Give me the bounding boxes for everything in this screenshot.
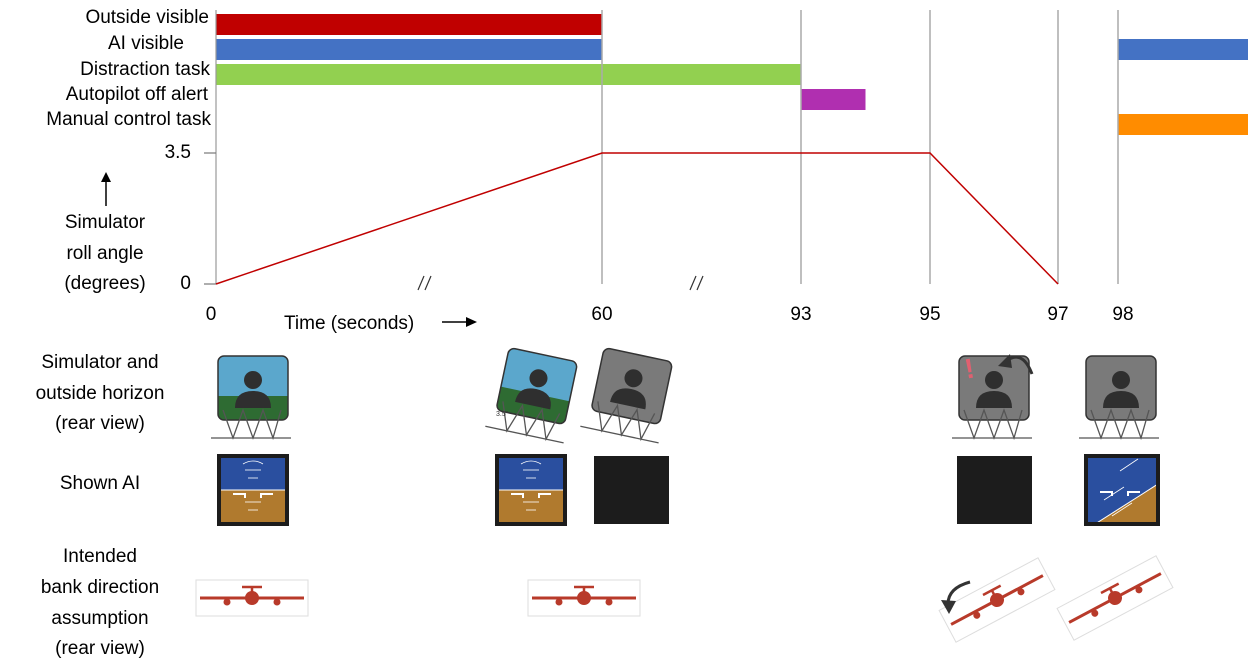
x-tick-label-0: 0 <box>205 304 217 325</box>
bank-label-line-2: bank direction <box>40 577 160 598</box>
simulator-label-line-3: (rear view) <box>55 413 145 434</box>
attitude-indicator-level-2 <box>494 453 568 527</box>
y-axis-label-line-1: Simulator <box>64 212 146 233</box>
plane-level-icon-2 <box>526 578 642 618</box>
y-tick-label-max: 3.5 <box>164 142 191 163</box>
row-label-outside-visible: Outside visible <box>85 7 209 28</box>
y-tick-label-zero: 0 <box>180 273 191 294</box>
timeline-bar-1-1 <box>1118 39 1248 60</box>
simulator-tilted-horizon-icon <box>484 346 579 444</box>
timeline-bar-2-0 <box>216 64 801 85</box>
timeline-bars <box>216 14 1248 135</box>
bank-label-line-1: Intended <box>63 546 137 567</box>
roll-angle-line <box>215 152 1059 285</box>
x-axis-right-arrow <box>442 317 477 327</box>
row-label-ai-visible: AI visible <box>107 33 184 54</box>
bank-label-line-4: (rear view) <box>55 638 145 659</box>
row-label-autopilot-off-alert: Autopilot off alert <box>65 84 208 105</box>
event-lines <box>601 10 1119 284</box>
plane-banked-icon-2 <box>1055 554 1175 642</box>
y-axis-label-line-3: (degrees) <box>64 273 146 294</box>
plane-level-icon-1 <box>194 578 310 618</box>
simulator-label-line-2: outside horizon <box>35 383 165 404</box>
ai-blank-screen-1 <box>594 456 669 524</box>
timeline-bar-3-0 <box>801 89 866 110</box>
x-tick-label-95: 95 <box>919 304 941 325</box>
timeline-bar-4-0 <box>1118 114 1248 135</box>
simulator-level-icon <box>210 355 292 439</box>
clockwise-bank-arrow-icon <box>941 580 971 614</box>
simulator-label-line-1: Simulator and <box>41 352 159 373</box>
tilt-angle-label: 3.5° <box>496 410 509 418</box>
shown-ai-label: Shown AI <box>59 473 141 494</box>
plane-banked-icon-1 <box>937 556 1057 644</box>
row-label-manual-control-task: Manual control task <box>46 109 211 130</box>
x-tick-label-98: 98 <box>1112 304 1134 325</box>
counterclockwise-arrow-icon <box>998 354 1034 375</box>
row-label-distraction-task: Distraction task <box>80 59 210 80</box>
attitude-indicator-level-1 <box>216 453 290 527</box>
ai-blank-screen-2 <box>957 456 1032 524</box>
y-axis-label-line-2: roll angle <box>66 243 144 264</box>
timeline-bar-1-0 <box>216 39 602 60</box>
simulator-tilted-gray-icon <box>579 346 674 444</box>
attitude-indicator-banked <box>1084 454 1160 526</box>
x-tick-label-60: 60 <box>591 304 613 325</box>
axis-break-marks <box>417 275 704 291</box>
x-tick-label-93: 93 <box>790 304 812 325</box>
x-tick-label-97: 97 <box>1047 304 1069 325</box>
simulator-end-gray-icon <box>1078 355 1160 439</box>
x-axis-label: Time (seconds) <box>284 313 415 334</box>
bank-label-line-3: assumption <box>51 608 149 629</box>
timeline-bar-0-0 <box>216 14 602 35</box>
y-axis-up-arrow <box>101 172 111 206</box>
